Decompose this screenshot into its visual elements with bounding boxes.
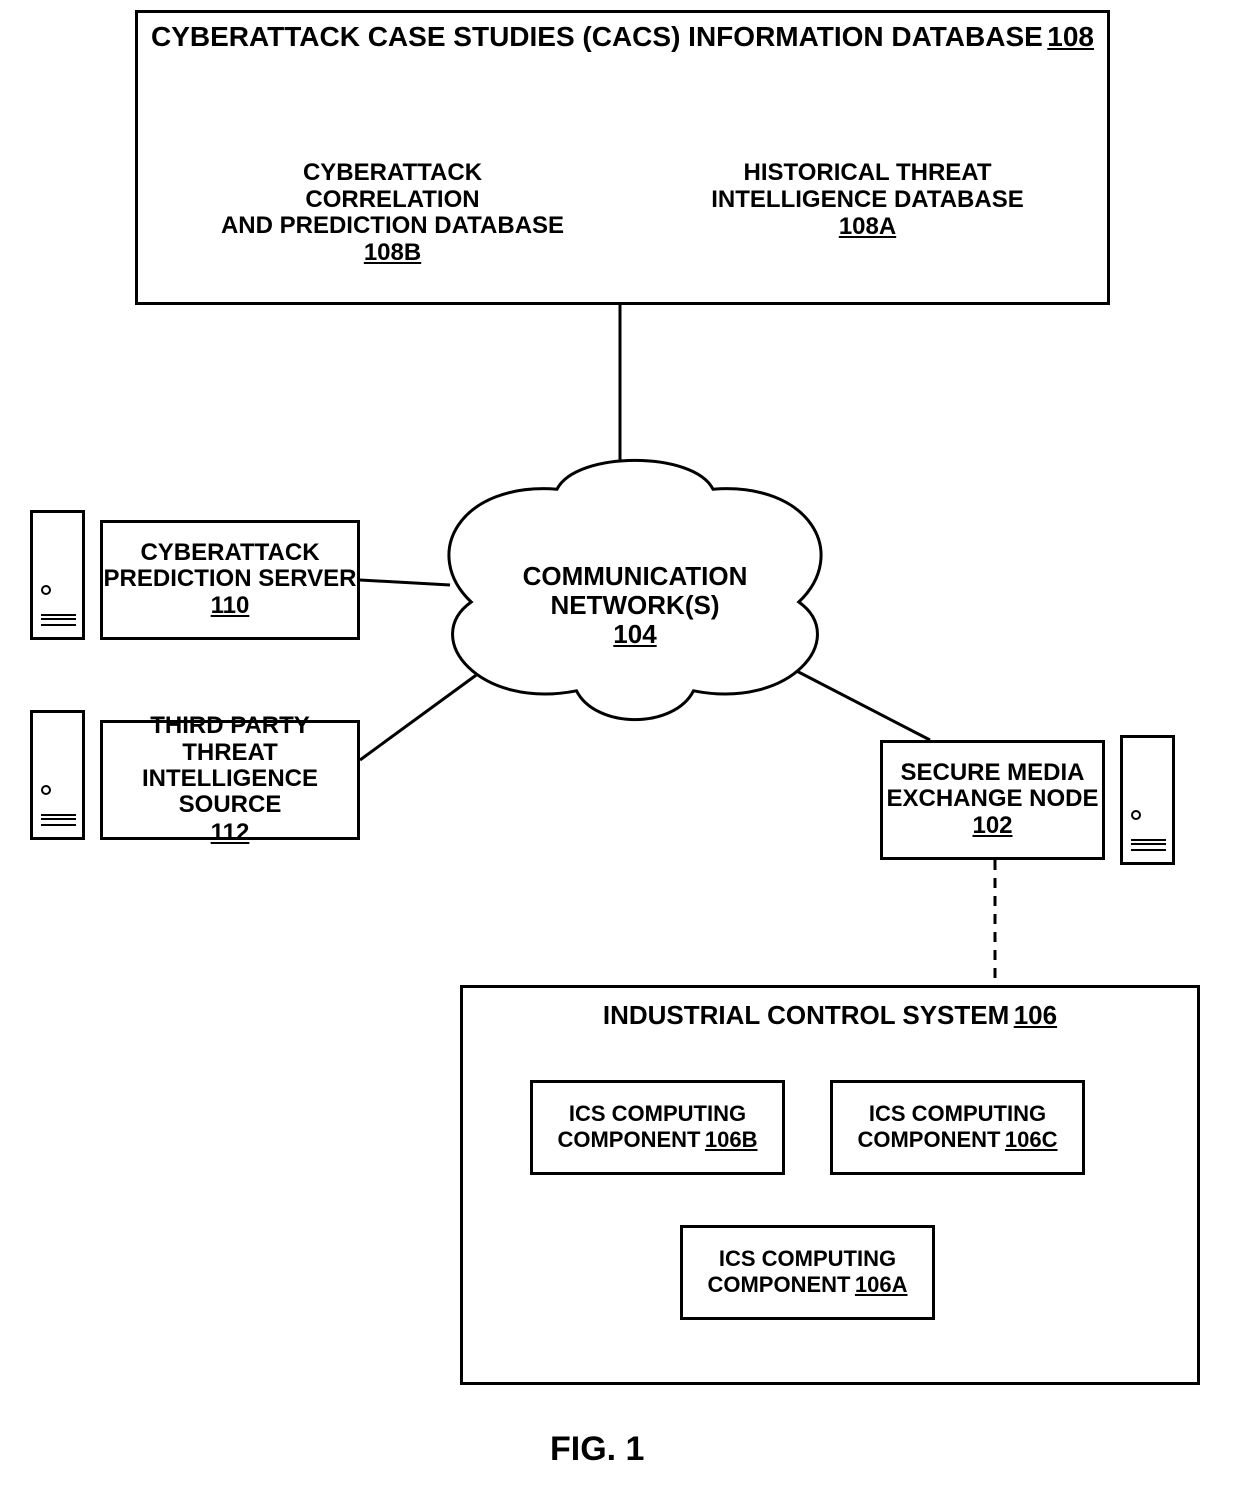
threat-line2: INTELLIGENCE SOURCE (103, 766, 357, 819)
db-left-line2: AND PREDICTION DATABASE (215, 213, 570, 239)
db-right-ref: 108A (690, 213, 1045, 241)
db-right-label-group: HISTORICAL THREAT INTELLIGENCE DATABASE … (690, 160, 1045, 241)
icsb-line2: COMPONENT (557, 1127, 700, 1152)
diagram-canvas: CYBERATTACK CASE STUDIES (CACS) INFORMAT… (0, 0, 1240, 1501)
icsb-line2-row: COMPONENT 106B (557, 1127, 757, 1153)
ics-component-c: ICS COMPUTING COMPONENT 106C (830, 1080, 1085, 1175)
ics-title: INDUSTRIAL CONTROL SYSTEM (603, 1000, 1009, 1030)
server-icon (1120, 735, 1175, 865)
ics-ref: 106 (1014, 1000, 1057, 1030)
ics-container: INDUSTRIAL CONTROL SYSTEM 106 (460, 985, 1200, 1385)
icsa-line1: ICS COMPUTING (719, 1247, 896, 1271)
figure-caption: FIG. 1 (550, 1430, 644, 1469)
ics-component-a: ICS COMPUTING COMPONENT 106A (680, 1225, 935, 1320)
ics-title-row: INDUSTRIAL CONTROL SYSTEM 106 (603, 1000, 1057, 1031)
cacs-title-text: CYBERATTACK CASE STUDIES (CACS) INFORMAT… (151, 21, 1043, 52)
db-left-label-group: CYBERATTACK CORRELATION AND PREDICTION D… (215, 160, 570, 267)
cloud-ref: 104 (460, 619, 811, 650)
icsc-line2: COMPONENT (857, 1127, 1000, 1152)
icsc-ref: 106C (1005, 1127, 1058, 1152)
cacs-title: CYBERATTACK CASE STUDIES (CACS) INFORMAT… (151, 21, 1094, 53)
icsb-ref: 106B (705, 1127, 758, 1152)
db-left-line1: CYBERATTACK CORRELATION (215, 160, 570, 213)
cloud-title: COMMUNICATION NETWORK(S) (460, 562, 811, 619)
threat-line1: THIRD PARTY THREAT (103, 713, 357, 766)
cacs-ref: 108 (1047, 21, 1094, 52)
icsa-line2-row: COMPONENT 106A (707, 1272, 907, 1298)
server-icon (30, 710, 85, 840)
icsc-line1: ICS COMPUTING (869, 1102, 1046, 1126)
icsb-line1: ICS COMPUTING (569, 1102, 746, 1126)
icsc-line2-row: COMPONENT 106C (857, 1127, 1057, 1153)
cloud-label-group: COMMUNICATION NETWORK(S) 104 (460, 562, 811, 650)
db-left-ref: 108B (215, 239, 570, 267)
threat-source-box: THIRD PARTY THREAT INTELLIGENCE SOURCE 1… (100, 720, 360, 840)
db-right-line2: INTELLIGENCE DATABASE (690, 187, 1045, 213)
server-icon (30, 510, 85, 640)
smx-ref: 102 (972, 812, 1012, 840)
pred-line2: PREDICTION SERVER (104, 566, 357, 592)
icsa-ref: 106A (855, 1272, 908, 1297)
smx-line2: EXCHANGE NODE (886, 786, 1098, 812)
secure-media-exchange-box: SECURE MEDIA EXCHANGE NODE 102 (880, 740, 1105, 860)
icsa-line2: COMPONENT (707, 1272, 850, 1297)
ics-component-b: ICS COMPUTING COMPONENT 106B (530, 1080, 785, 1175)
smx-line1: SECURE MEDIA (900, 760, 1084, 786)
db-right-line1: HISTORICAL THREAT (690, 160, 1045, 186)
prediction-server-box: CYBERATTACK PREDICTION SERVER 110 (100, 520, 360, 640)
pred-line1: CYBERATTACK (140, 540, 319, 566)
threat-ref: 112 (211, 819, 250, 847)
pred-ref: 110 (211, 592, 250, 620)
